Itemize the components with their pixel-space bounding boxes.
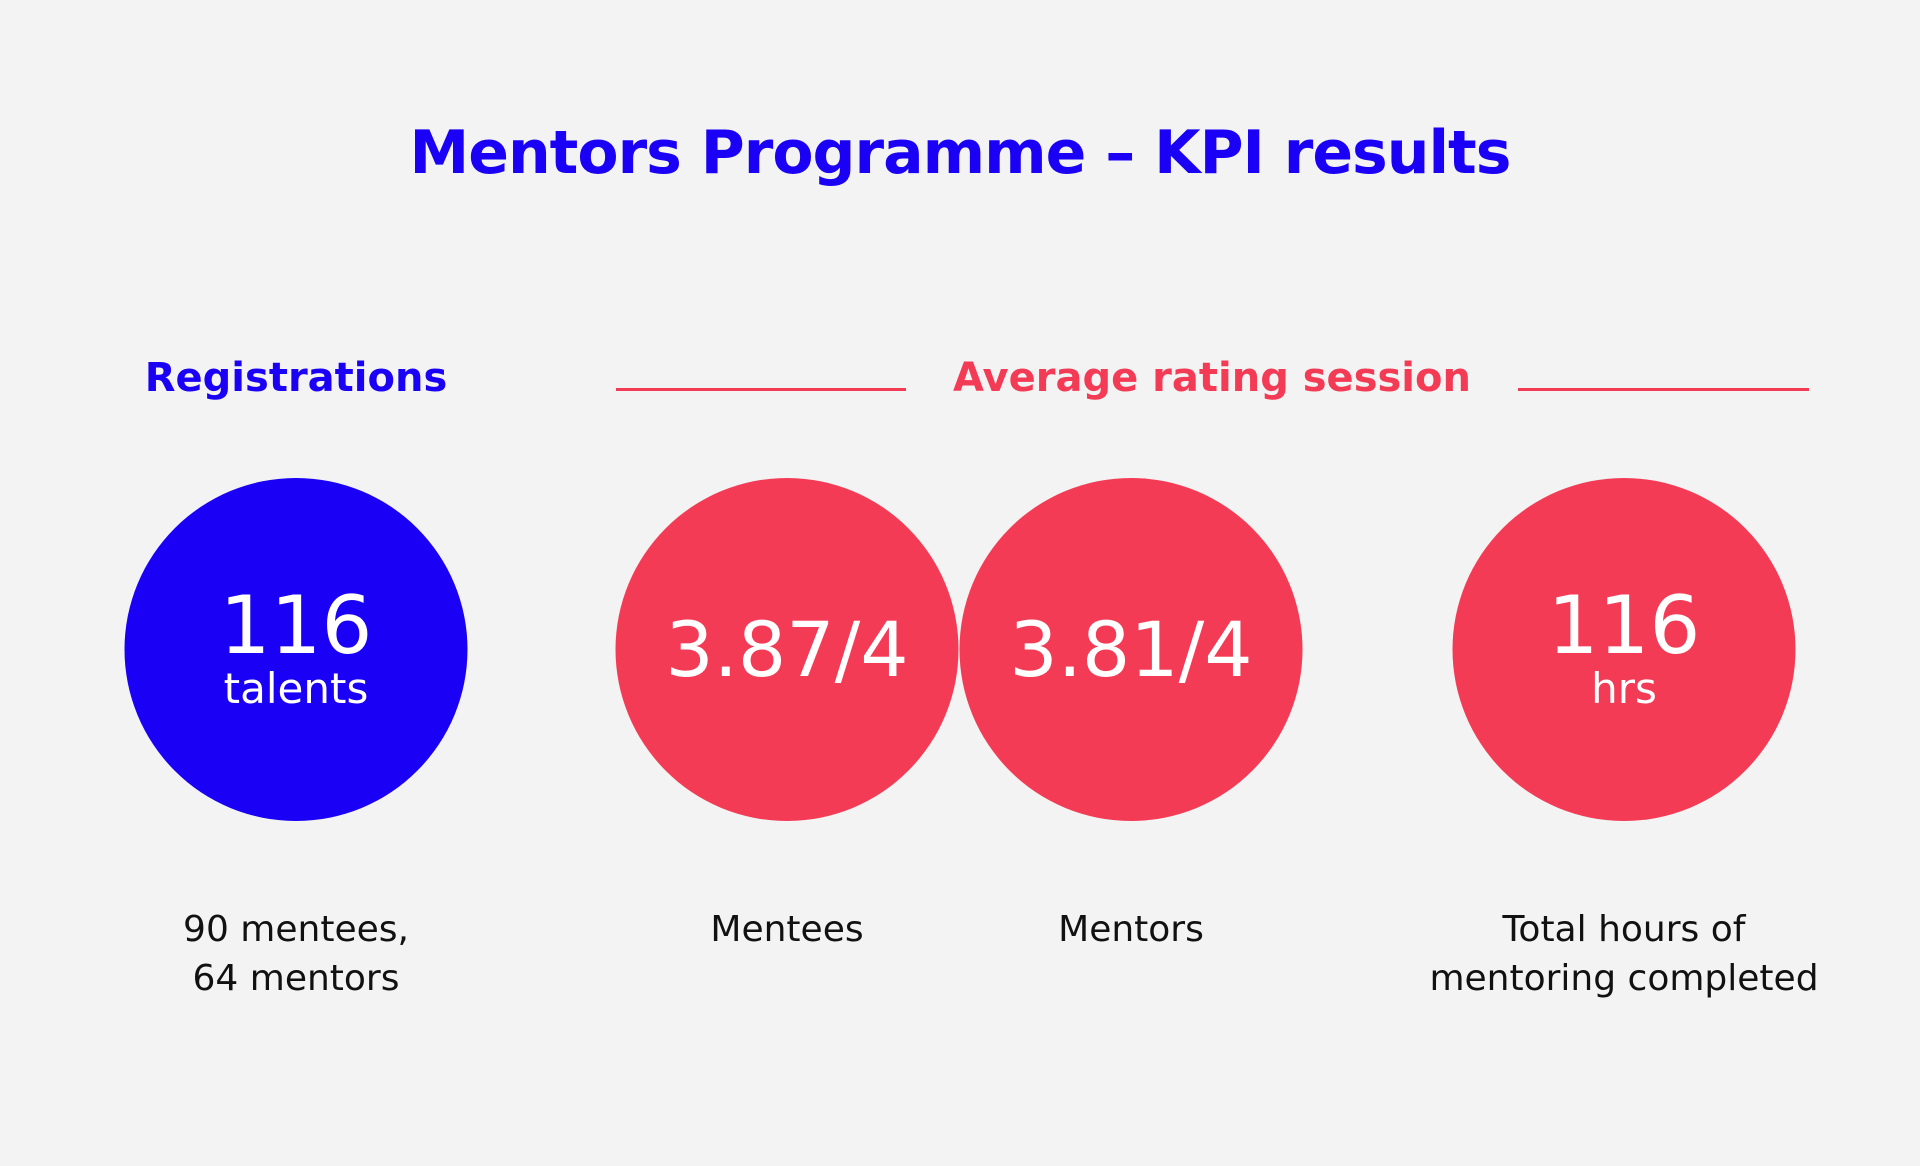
page-title: Mentors Programme – KPI results <box>409 118 1512 188</box>
registrations-circle: 116 talents <box>124 478 468 821</box>
divider-right <box>1518 388 1809 391</box>
registrations-caption: 90 mentees, 64 mentors <box>183 905 409 1003</box>
registrations-heading: Registrations <box>144 355 448 401</box>
hours-caption: Total hours of mentoring completed <box>1429 905 1818 1003</box>
hours-value: 116 <box>1547 579 1701 673</box>
mentees-rating-circle: 3.87/4 <box>615 478 959 821</box>
caption-line: Total hours of <box>1502 909 1746 950</box>
registrations-value: 116 <box>219 579 373 673</box>
mentees-caption: Mentees <box>710 909 864 950</box>
hours-circle: 116 hrs <box>1452 478 1796 821</box>
caption-line: 64 mentors <box>192 958 400 999</box>
registrations-unit: talents <box>223 664 369 714</box>
divider-left <box>616 388 906 391</box>
rating-heading: Average rating session <box>953 355 1471 401</box>
caption-line: mentoring completed <box>1429 958 1819 999</box>
mentees-rating-value: 3.87/4 <box>665 605 909 694</box>
caption-line: 90 mentees, <box>183 909 409 950</box>
mentors-rating-circle: 3.81/4 <box>959 478 1303 821</box>
hours-unit: hrs <box>1591 664 1657 714</box>
mentors-rating-value: 3.81/4 <box>1009 605 1253 694</box>
mentors-caption: Mentors <box>1058 909 1204 950</box>
